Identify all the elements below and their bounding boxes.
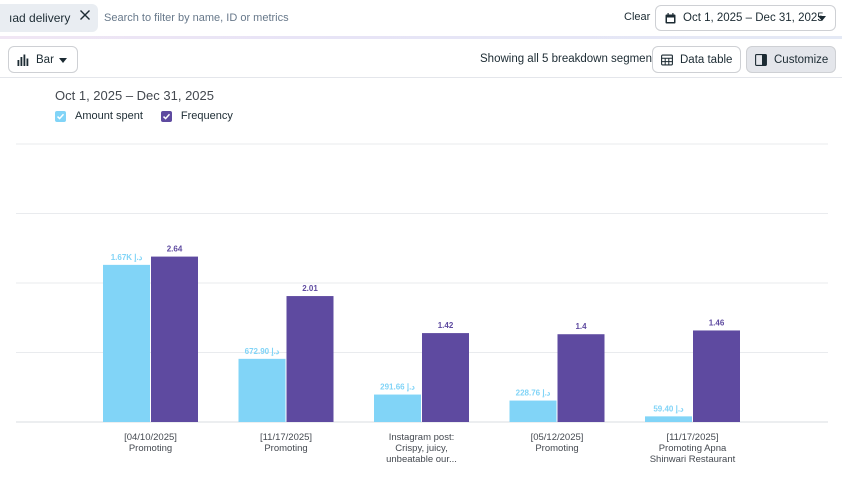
- category-label: [05/12/2025]: [531, 432, 584, 443]
- chart-legend: Amount spent Frequency: [55, 109, 251, 123]
- chart-type-label: Bar: [36, 53, 54, 66]
- legend-item-frequency[interactable]: Frequency: [160, 110, 233, 122]
- data-label: 1.46: [709, 318, 725, 327]
- data-table-button[interactable]: Data table: [652, 46, 741, 73]
- category-label: unbeatable our...: [386, 454, 457, 465]
- chart-area: Oct 1, 2025 – Dec 31, 2025 Amount spent …: [0, 78, 842, 482]
- data-label: 1.4: [575, 322, 587, 331]
- close-icon[interactable]: [79, 9, 91, 21]
- filter-bar: ıad delivery Clear Oct 1, 2025 – Dec 31,…: [0, 0, 842, 36]
- legend-label: Amount spent: [75, 110, 143, 122]
- category-label: [04/10/2025]: [124, 432, 177, 443]
- category-label: [11/17/2025]: [666, 432, 718, 443]
- segments-status: Showing all 5 breakdown segments: [480, 53, 661, 65]
- chart-type-select[interactable]: Bar: [8, 46, 78, 73]
- category-label: [11/17/2025]: [260, 432, 312, 443]
- bar-amount-spent: [509, 400, 557, 422]
- bar-amount-spent: [238, 358, 286, 422]
- calendar-icon: [665, 12, 676, 23]
- data-label: 291.66 د.إ: [380, 383, 415, 393]
- bar-frequency: [693, 330, 740, 422]
- date-range-label: Oct 1, 2025 – Dec 31, 2025: [683, 12, 824, 24]
- bar-amount-spent: [374, 394, 421, 422]
- chevron-down-icon: [818, 16, 826, 21]
- legend-checkbox[interactable]: [55, 110, 66, 122]
- search-input[interactable]: [104, 8, 524, 28]
- data-label: 1.67K د.إ: [111, 253, 143, 263]
- data-table-label: Data table: [680, 53, 733, 66]
- data-label: 2.01: [302, 284, 318, 293]
- data-label: 59.40 د.إ: [653, 404, 684, 414]
- data-label: 228.76 د.إ: [516, 389, 551, 399]
- category-label: Promoting Apna: [659, 443, 727, 454]
- chevron-down-icon: [59, 58, 67, 63]
- legend-item-amount-spent[interactable]: Amount spent: [55, 110, 143, 122]
- panel-icon: [755, 53, 767, 66]
- bar-frequency: [151, 256, 198, 422]
- data-label: 2.64: [167, 245, 183, 254]
- chart-toolbar: Bar Showing all 5 breakdown segments Dat…: [0, 42, 842, 78]
- category-label: Promoting: [264, 443, 307, 454]
- category-label: Crispy, juicy,: [395, 443, 447, 454]
- clear-button[interactable]: Clear: [624, 11, 651, 23]
- data-label: 672.90 د.إ: [245, 347, 280, 357]
- check-icon: [162, 113, 170, 120]
- check-icon: [56, 113, 65, 120]
- data-label: 1.42: [438, 321, 454, 330]
- bar-chart: 1.67K د.إ2.64[04/10/2025]Promoting672.90…: [16, 143, 828, 465]
- category-label: Promoting: [129, 443, 172, 454]
- bar-frequency: [422, 333, 469, 422]
- category-label: Shinwari Restaurant: [650, 454, 736, 465]
- table-icon: [661, 54, 673, 65]
- divider: [0, 36, 842, 39]
- bar-chart-icon: [17, 54, 29, 66]
- bar-amount-spent: [103, 264, 150, 422]
- legend-checkbox[interactable]: [160, 110, 172, 122]
- customize-label: Customize: [774, 53, 829, 66]
- date-range-picker[interactable]: Oct 1, 2025 – Dec 31, 2025: [655, 5, 836, 31]
- legend-label: Frequency: [180, 110, 233, 122]
- filter-chip-label: ıad delivery: [9, 11, 71, 25]
- bar-frequency: [286, 296, 334, 422]
- bar-amount-spent: [645, 416, 692, 422]
- category-label: Instagram post:: [389, 432, 454, 443]
- chart-title: Oct 1, 2025 – Dec 31, 2025: [55, 88, 214, 103]
- bar-frequency: [557, 334, 605, 422]
- customize-button[interactable]: Customize: [746, 46, 836, 73]
- category-label: Promoting: [535, 443, 578, 454]
